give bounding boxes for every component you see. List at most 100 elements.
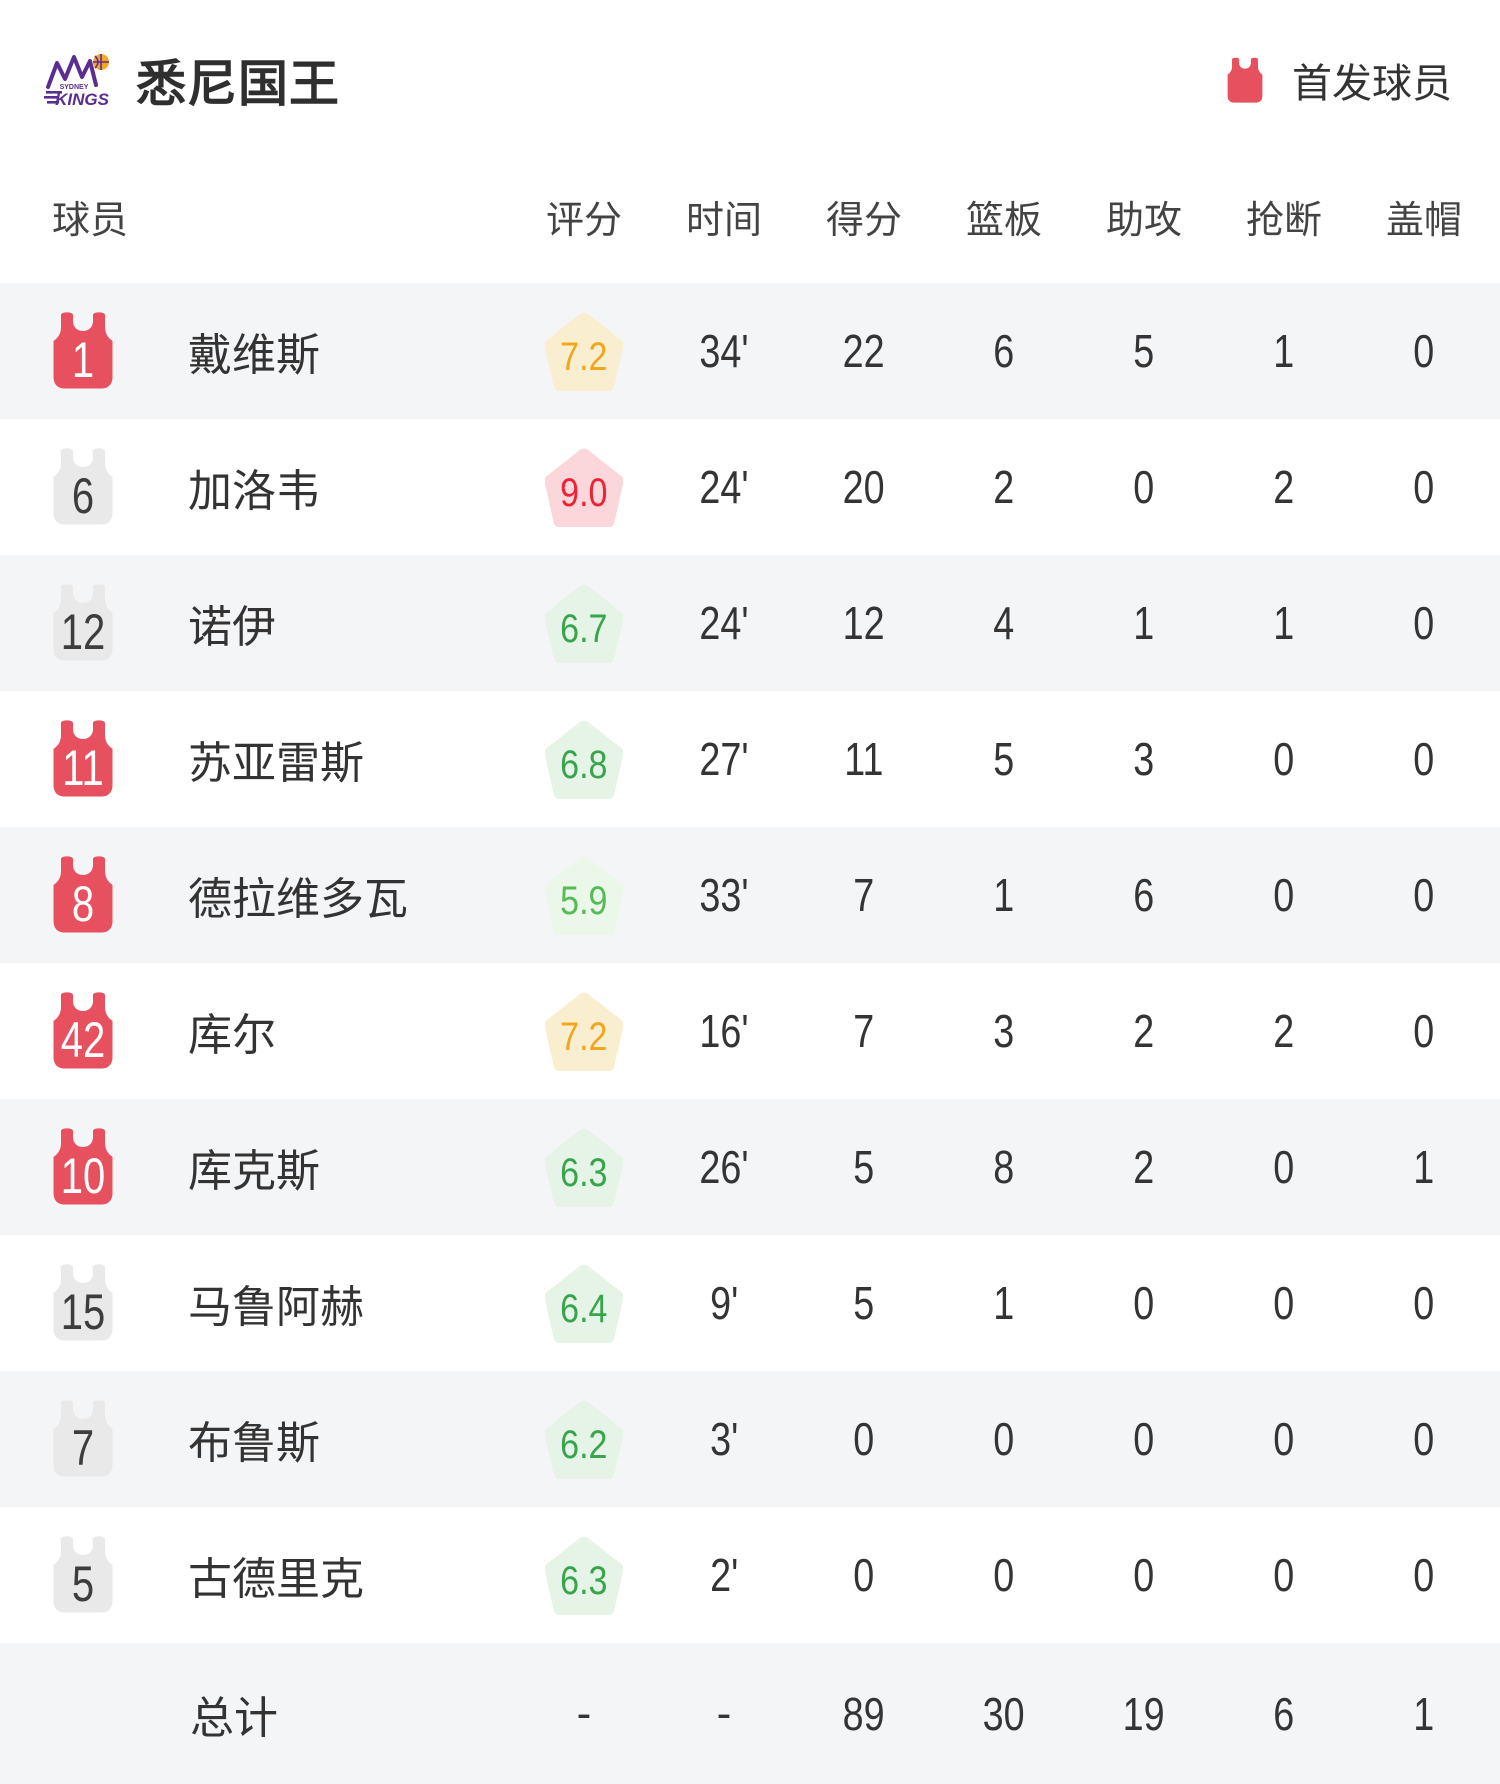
player-name: 德拉维多瓦 (188, 875, 408, 924)
rating-value: 7.2 (560, 335, 608, 379)
blocks-value: 0 (1413, 1549, 1435, 1601)
time-value: 24' (699, 461, 749, 513)
steals-value: 0 (1273, 733, 1295, 785)
team-identity: SYDNEY KINGS 悉尼国王 (44, 44, 340, 116)
rebounds-value: 1 (993, 869, 1015, 921)
assists-value: 6 (1133, 869, 1155, 921)
rating-badge: 7.2 (545, 311, 623, 391)
player-name: 加洛韦 (188, 467, 320, 516)
jersey-number: 42 (60, 1012, 106, 1068)
player-row[interactable]: 10 库克斯 6.3 26' 5 8 2 0 1 (0, 1099, 1500, 1235)
points-value: 0 (853, 1549, 875, 1601)
time-value: 3' (709, 1413, 739, 1465)
jersey-icon: 5 (44, 1534, 122, 1616)
player-row[interactable]: 8 德拉维多瓦 5.9 33' 7 1 6 0 0 (0, 827, 1500, 963)
rating-badge: 9.0 (545, 447, 623, 527)
assists-value: 3 (1133, 733, 1155, 785)
assists-value: 2 (1133, 1005, 1155, 1057)
jersey-icon: 8 (44, 854, 122, 936)
steals-value: 2 (1273, 461, 1295, 513)
player-row[interactable]: 1 戴维斯 7.2 34' 22 6 5 1 0 (0, 283, 1500, 419)
player-row[interactable]: 12 诺伊 6.7 24' 12 4 1 1 0 (0, 555, 1500, 691)
team-logo-icon: SYDNEY KINGS (44, 54, 110, 109)
blocks-value: 0 (1413, 461, 1435, 513)
rating-badge: 6.3 (545, 1127, 623, 1207)
player-row[interactable]: 42 库尔 7.2 16' 7 3 2 2 0 (0, 963, 1500, 1099)
totals-assists: 19 (1123, 1687, 1165, 1740)
rating-badge: 6.3 (545, 1535, 623, 1615)
player-row[interactable]: 15 马鲁阿赫 6.4 9' 5 1 0 0 0 (0, 1235, 1500, 1371)
jersey-icon: 10 (44, 1126, 122, 1208)
assists-value: 1 (1133, 597, 1155, 649)
column-header-points: 得分 (825, 200, 902, 242)
steals-value: 0 (1273, 1141, 1295, 1193)
column-header-blocks: 盖帽 (1385, 200, 1462, 242)
table-header-row: 球员 评分 时间 得分 篮板 助攻 抢断 盖帽 (0, 150, 1500, 283)
steals-value: 2 (1273, 1005, 1295, 1057)
steals-value: 0 (1273, 1277, 1295, 1329)
points-value: 7 (853, 869, 875, 921)
starter-legend: 首发球员 (1222, 51, 1452, 109)
time-value: 34' (699, 325, 749, 377)
totals-label: 总计 (190, 1693, 278, 1743)
rebounds-value: 6 (993, 325, 1015, 377)
logo-main-text: KINGS (55, 90, 110, 109)
blocks-value: 0 (1413, 733, 1435, 785)
player-row[interactable]: 11 苏亚雷斯 6.8 27' 11 5 3 0 0 (0, 691, 1500, 827)
points-value: 5 (853, 1141, 875, 1193)
column-header-assists: 助攻 (1105, 200, 1182, 242)
points-value: 7 (853, 1005, 875, 1057)
rating-value: 6.7 (560, 607, 608, 651)
rating-badge: 6.4 (545, 1263, 623, 1343)
player-row[interactable]: 5 古德里克 6.3 2' 0 0 0 0 0 (0, 1507, 1500, 1643)
points-value: 20 (843, 461, 885, 513)
blocks-value: 0 (1413, 1005, 1435, 1057)
assists-value: 2 (1133, 1141, 1155, 1193)
assists-value: 0 (1133, 461, 1155, 513)
points-value: 22 (843, 325, 885, 377)
rating-value: 6.2 (560, 1423, 608, 1467)
steals-value: 0 (1273, 1413, 1295, 1465)
player-name: 苏亚雷斯 (188, 739, 364, 788)
rating-badge: 6.8 (545, 719, 623, 799)
jersey-icon: 12 (44, 582, 122, 664)
jersey-number: 7 (71, 1420, 95, 1476)
jersey-number: 12 (60, 604, 106, 660)
rebounds-value: 1 (993, 1277, 1015, 1329)
player-name: 马鲁阿赫 (188, 1283, 364, 1332)
points-value: 5 (853, 1277, 875, 1329)
jersey-icon: 7 (44, 1398, 122, 1480)
time-value: 9' (709, 1277, 739, 1329)
assists-value: 0 (1133, 1549, 1155, 1601)
blocks-value: 0 (1413, 1277, 1435, 1329)
totals-steals: 6 (1273, 1687, 1295, 1740)
time-value: 33' (699, 869, 749, 921)
player-name: 戴维斯 (188, 331, 320, 380)
blocks-value: 0 (1413, 869, 1435, 921)
rating-badge: 6.7 (545, 583, 623, 663)
jersey-number: 11 (62, 740, 104, 796)
player-row[interactable]: 6 加洛韦 9.0 24' 20 2 0 2 0 (0, 419, 1500, 555)
rating-badge: 6.2 (545, 1399, 623, 1479)
jersey-number: 1 (71, 332, 95, 388)
column-header-rating: 评分 (545, 200, 622, 242)
steals-value: 1 (1273, 325, 1295, 377)
jersey-number: 8 (71, 876, 95, 932)
rating-value: 6.3 (560, 1559, 608, 1603)
rebounds-value: 8 (993, 1141, 1015, 1193)
totals-blocks: 1 (1413, 1687, 1435, 1740)
points-value: 12 (843, 597, 885, 649)
jersey-icon: 15 (44, 1262, 122, 1344)
time-value: 16' (699, 1005, 749, 1057)
column-header-player: 球员 (52, 200, 129, 242)
totals-row: 总计 - - 89 30 19 6 1 (0, 1643, 1500, 1784)
player-rows: 1 戴维斯 7.2 34' 22 6 5 1 0 6 加 (0, 283, 1500, 1643)
time-value: 26' (699, 1141, 749, 1193)
totals-time: - (716, 1688, 732, 1738)
player-name: 库尔 (188, 1011, 276, 1060)
player-row[interactable]: 7 布鲁斯 6.2 3' 0 0 0 0 0 (0, 1371, 1500, 1507)
rating-value: 6.4 (560, 1287, 608, 1331)
assists-value: 0 (1133, 1277, 1155, 1329)
time-value: 2' (709, 1549, 739, 1601)
